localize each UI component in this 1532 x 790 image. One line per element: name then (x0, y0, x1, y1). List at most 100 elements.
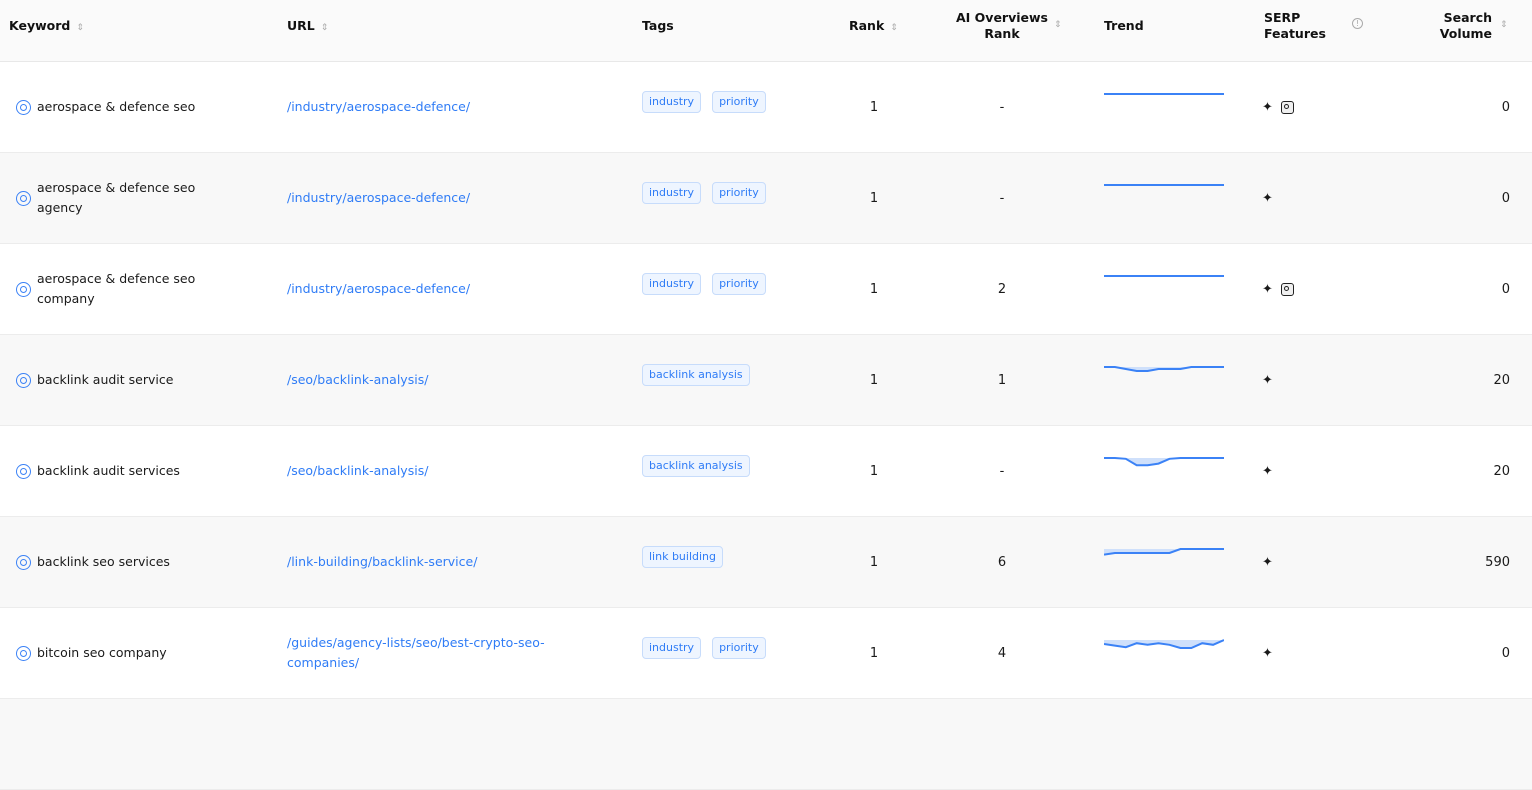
header-serp-label: SERP (1264, 10, 1301, 25)
table-row[interactable]: backlink audit services /seo/backlink-an… (0, 426, 1532, 517)
table-row[interactable]: backlink audit service /seo/backlink-ana… (0, 335, 1532, 426)
info-icon[interactable]: ! (1352, 18, 1363, 29)
table-row[interactable]: backlink seo services /link-building/bac… (0, 517, 1532, 608)
trend-sparkline (1104, 457, 1224, 467)
eye-icon[interactable] (16, 463, 31, 479)
keyword-cell: aerospace & defence seo agency (16, 153, 266, 243)
sparkle-icon: ✦ (1262, 99, 1273, 115)
serp-features: ✦ (1262, 517, 1273, 607)
search-volume-value: 0 (1501, 645, 1510, 661)
rank-value: 1 (869, 554, 879, 570)
keyword-cell: backlink audit services (16, 426, 266, 516)
tag-chip[interactable]: priority (712, 273, 766, 295)
trend-sparkline (1104, 93, 1224, 95)
header-url[interactable]: URL ⇕ (287, 18, 328, 36)
sparkle-icon: ✦ (1262, 281, 1273, 297)
tag-chip[interactable]: industry (642, 182, 702, 204)
tag-chip[interactable]: industry (642, 91, 702, 113)
trend-line (1104, 639, 1224, 649)
eye-icon[interactable] (16, 554, 31, 570)
url-text[interactable]: /link-building/backlink-service/ (287, 554, 478, 569)
keyword-text: aerospace & defence seo (37, 99, 196, 114)
tag-chip[interactable]: industry (642, 637, 702, 659)
sparkle-icon: ✦ (1262, 372, 1273, 388)
header-ai-rank-label-2: Rank (984, 26, 1020, 41)
url-text[interactable]: /seo/backlink-analysis/ (287, 463, 429, 478)
serp-features: ✦ (1262, 62, 1294, 152)
sort-icon[interactable]: ⇕ (1500, 20, 1508, 30)
keyword-text: aerospace & defence seo agency (37, 180, 196, 215)
table-row[interactable]: bitcoin seo company /guides/agency-lists… (0, 608, 1532, 699)
rank-value: 1 (869, 99, 879, 115)
ai-rank-value: 1 (997, 372, 1007, 388)
ai-rank-value: - (999, 463, 1005, 479)
url-link[interactable]: /seo/backlink-analysis/ (287, 426, 587, 516)
rank-value: 1 (869, 281, 879, 297)
table-row[interactable]: aerospace & defence seo company /industr… (0, 244, 1532, 335)
header-keyword[interactable]: Keyword ⇕ (9, 18, 84, 36)
tag-chip[interactable]: link building (642, 546, 724, 568)
sort-icon[interactable]: ⇕ (1054, 20, 1062, 30)
eye-icon[interactable] (16, 99, 31, 115)
url-text[interactable]: /guides/agency-lists/seo/best-crypto-seo… (287, 635, 545, 670)
search-volume-value: 0 (1501, 190, 1510, 206)
tags-cell: backlink analysis (642, 364, 750, 386)
eye-icon[interactable] (16, 645, 31, 661)
eye-icon[interactable] (16, 372, 31, 388)
url-link[interactable]: /seo/backlink-analysis/ (287, 335, 587, 425)
tag-chip[interactable]: backlink analysis (642, 364, 750, 386)
ai-rank-value: 4 (997, 645, 1007, 661)
serp-features: ✦ (1262, 608, 1273, 698)
serp-features: ✦ (1262, 426, 1273, 516)
keyword-text: backlink audit service (37, 372, 174, 387)
url-link[interactable]: /industry/aerospace-defence/ (287, 62, 587, 152)
tag-chip[interactable]: priority (712, 91, 766, 113)
url-text[interactable]: /industry/aerospace-defence/ (287, 190, 471, 205)
table-row[interactable] (0, 699, 1532, 790)
sort-icon[interactable]: ⇕ (76, 23, 84, 33)
tag-chip[interactable]: priority (712, 182, 766, 204)
header-keyword-label: Keyword (9, 18, 71, 33)
sort-icon[interactable]: ⇕ (320, 23, 329, 33)
url-text[interactable]: /industry/aerospace-defence/ (287, 99, 471, 114)
header-trend: Trend (1104, 18, 1144, 33)
url-link[interactable]: /industry/aerospace-defence/ (287, 244, 587, 334)
header-serp-label-2: Features (1264, 26, 1326, 41)
keyword-cell: bitcoin seo company (16, 608, 266, 698)
url-link[interactable]: /guides/agency-lists/seo/best-crypto-seo… (287, 608, 587, 698)
search-volume-value: 0 (1501, 281, 1510, 297)
eye-icon[interactable] (16, 190, 31, 206)
table-row[interactable]: aerospace & defence seo agency /industry… (0, 153, 1532, 244)
sparkle-icon: ✦ (1262, 554, 1273, 570)
tag-chip[interactable]: priority (712, 637, 766, 659)
eye-icon[interactable] (16, 281, 31, 297)
rank-value: 1 (869, 463, 879, 479)
header-rank[interactable]: Rank ⇕ (849, 18, 898, 36)
keyword-text: bitcoin seo company (37, 645, 167, 660)
url-text[interactable]: /seo/backlink-analysis/ (287, 372, 429, 387)
trend-area (1104, 549, 1224, 555)
url-text[interactable]: /industry/aerospace-defence/ (287, 281, 471, 296)
tag-chip[interactable]: industry (642, 273, 702, 295)
table-row[interactable]: aerospace & defence seo /industry/aerosp… (0, 62, 1532, 153)
tags-cell: industry priority (642, 91, 766, 113)
ai-rank-value: 6 (997, 554, 1007, 570)
tags-cell: backlink analysis (642, 455, 750, 477)
keyword-cell: backlink seo services (16, 517, 266, 607)
ai-rank-value: 2 (997, 281, 1007, 297)
url-link[interactable]: /industry/aerospace-defence/ (287, 153, 587, 243)
keyword-text: aerospace & defence seo company (37, 271, 196, 306)
header-ai-rank[interactable]: AI Overviews Rank (952, 10, 1052, 42)
tag-chip[interactable]: backlink analysis (642, 455, 750, 477)
rank-value: 1 (869, 190, 879, 206)
keyword-text: backlink seo services (37, 554, 170, 569)
sort-icon[interactable]: ⇕ (890, 23, 898, 33)
trend-sparkline (1104, 275, 1224, 277)
trend-sparkline (1104, 366, 1224, 372)
sparkle-icon: ✦ (1262, 463, 1273, 479)
header-volume[interactable]: Search Volume (1430, 10, 1492, 42)
search-volume-value: 0 (1501, 99, 1510, 115)
url-link[interactable]: /link-building/backlink-service/ (287, 517, 587, 607)
tags-cell: link building (642, 546, 724, 568)
header-serp: SERP Features (1264, 10, 1326, 42)
